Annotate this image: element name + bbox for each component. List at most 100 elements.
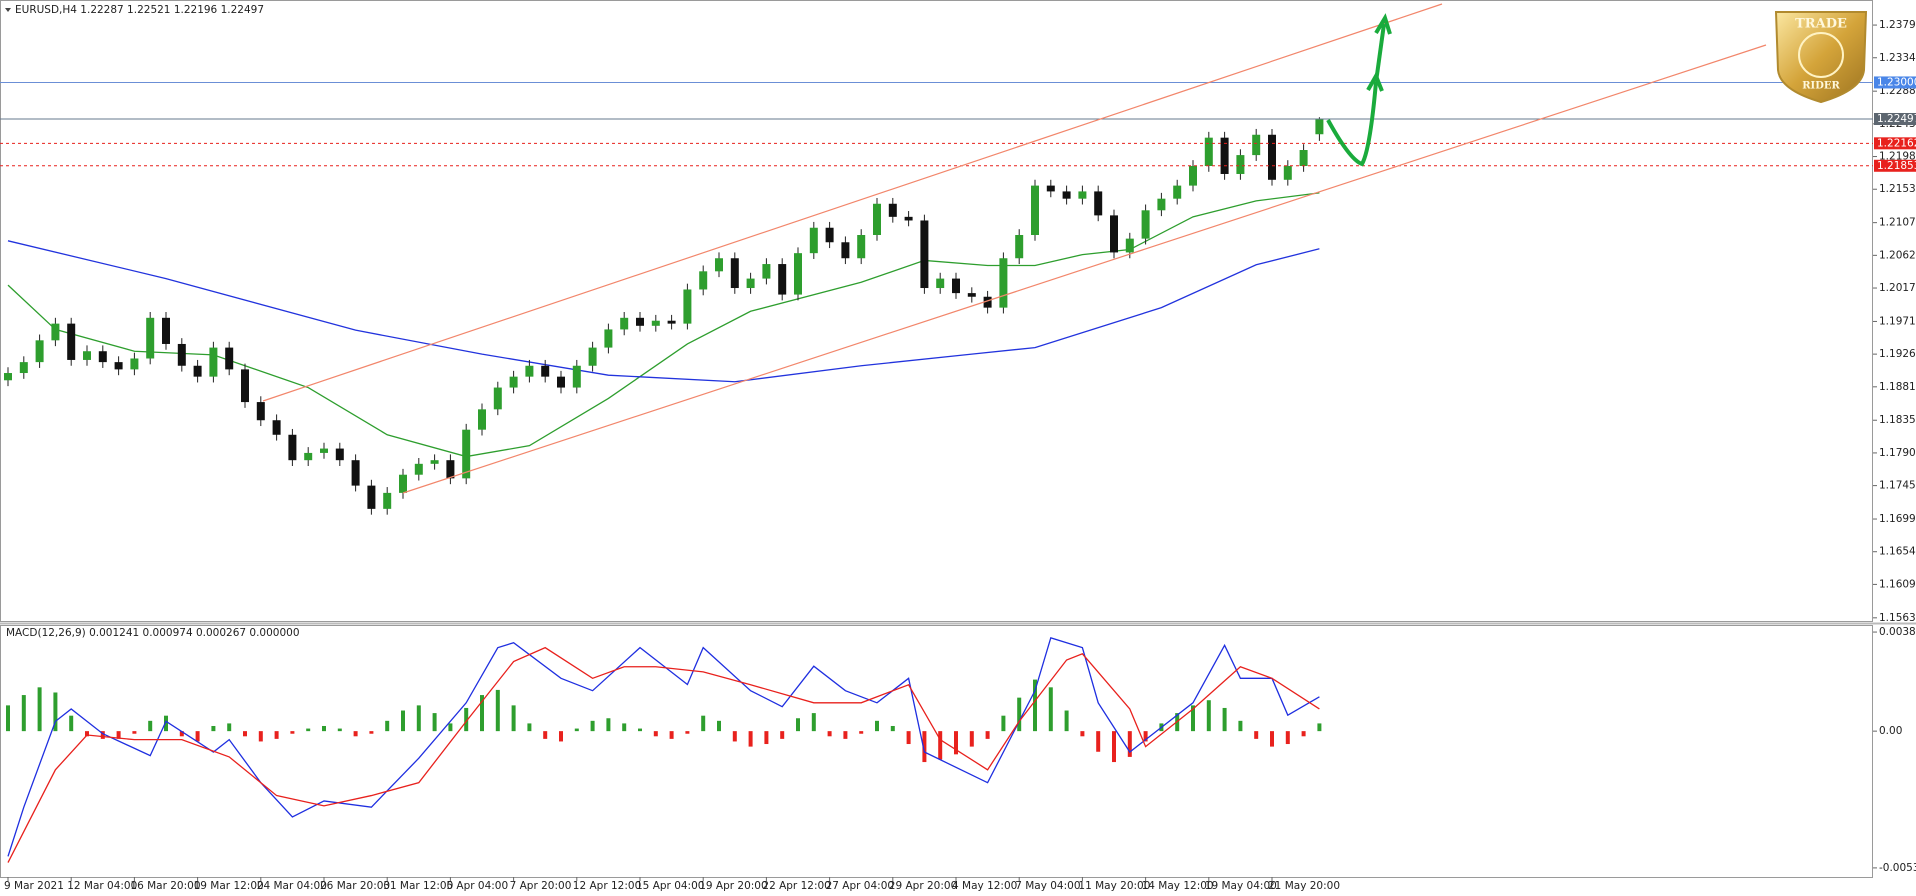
price-label-box: [1874, 112, 1916, 125]
x-tick-label: 19 Apr 20:00: [699, 880, 767, 892]
histogram-bar: [306, 728, 311, 732]
candle-body: [1078, 191, 1087, 199]
candle-body: [320, 448, 328, 453]
y-tick-label: 1.18350: [1879, 414, 1916, 426]
candle-body: [304, 452, 313, 461]
histogram-bar: [669, 731, 674, 739]
histogram-bar: [416, 705, 421, 732]
histogram-bar: [132, 731, 137, 734]
y-tick-label: 1.23340: [1879, 52, 1916, 64]
candle-body: [857, 235, 866, 259]
histogram-bar: [1191, 705, 1195, 732]
candle-body: [841, 242, 850, 259]
indicator-line: [7, 646, 1320, 863]
candle-body: [1189, 165, 1197, 186]
candle-body: [1204, 137, 1213, 166]
candle-body: [1031, 185, 1039, 235]
histogram-bar: [543, 731, 548, 739]
histogram-bar: [1112, 731, 1116, 763]
histogram-bar: [843, 731, 848, 739]
candle-body: [1110, 215, 1118, 253]
candle-body: [825, 227, 834, 243]
histogram-bar: [969, 731, 974, 747]
candle-body: [67, 323, 76, 360]
histogram-bar: [401, 710, 405, 732]
y-tick-label: 1.17450: [1879, 480, 1916, 492]
logo-shield: [1774, 11, 1868, 104]
y-tick-label: -0.005307: [1879, 862, 1916, 874]
candle-body: [1268, 134, 1276, 180]
histogram-bar: [1096, 731, 1101, 752]
candle-body: [936, 278, 945, 289]
forecast-arrow: [1374, 23, 1386, 83]
histogram-bar: [164, 715, 168, 732]
candle-body: [146, 317, 155, 359]
candle-body: [414, 463, 423, 475]
histogram-bar: [495, 689, 500, 732]
symbol-header: EURUSD,H4 1.22287 1.22521 1.22196 1.2249…: [15, 4, 264, 16]
histogram-bar: [653, 731, 658, 737]
histogram-bar: [353, 731, 358, 737]
histogram-bar: [954, 731, 958, 755]
price-label-box: [1874, 76, 1916, 89]
histogram-bar: [527, 723, 532, 732]
candle-body: [715, 258, 723, 272]
candle-body: [967, 293, 976, 297]
y-tick-label: 1.15630: [1879, 612, 1916, 624]
y-tick-label: 0.00: [1879, 725, 1902, 737]
candle-body: [525, 365, 534, 377]
histogram-bar: [590, 720, 595, 732]
channel-upper: [262, 3, 1443, 402]
candle-body: [335, 448, 344, 461]
y-tick-label: 1.19710: [1879, 315, 1916, 327]
candle-body: [762, 264, 771, 279]
x-tick-label: 7 May 04:00: [1015, 880, 1080, 892]
candle-body: [430, 460, 439, 464]
histogram-bar: [1048, 687, 1053, 732]
candle-body: [462, 429, 471, 479]
histogram-bar: [227, 723, 232, 732]
candle-body: [288, 434, 297, 461]
histogram-bar: [1317, 723, 1322, 732]
histogram-bar: [875, 720, 879, 732]
histogram-bar: [764, 731, 769, 745]
histogram-bar: [780, 731, 785, 739]
candle-body: [1252, 134, 1261, 156]
x-tick-label: 24 Mar 04:00: [257, 880, 327, 892]
logo-ring: [1798, 32, 1844, 78]
histogram-bar: [701, 715, 706, 732]
histogram-bar: [685, 731, 690, 734]
histogram-bar: [179, 731, 184, 737]
candle-body: [256, 402, 265, 421]
candle-body: [873, 203, 881, 235]
candle-body: [1220, 137, 1229, 174]
candle-body: [952, 278, 960, 294]
x-tick-label: 19 May 04:00: [1205, 880, 1277, 892]
price-label-box: [1874, 159, 1916, 172]
candle-body: [1315, 118, 1324, 135]
candle-body: [557, 376, 565, 388]
y-tick-label: 1.21070: [1879, 217, 1916, 229]
candle-body: [699, 271, 708, 290]
candle-body: [4, 373, 12, 381]
histogram-bar: [985, 731, 990, 739]
histogram-bar: [337, 728, 342, 732]
logo: TRADE RIDER: [1774, 11, 1868, 104]
histogram-bar: [258, 731, 263, 742]
candle-body: [272, 420, 281, 435]
x-tick-label: 31 Mar 12:00: [383, 880, 453, 892]
candle-body: [241, 369, 249, 403]
candle-body: [809, 227, 818, 254]
histogram-bar: [385, 720, 390, 732]
histogram-bar: [37, 687, 42, 732]
histogram-bar: [1285, 731, 1290, 745]
logo-top: TRADE: [1795, 17, 1847, 32]
candle-body: [572, 365, 581, 388]
x-tick-label: 4 May 12:00: [952, 880, 1017, 892]
y-tick-label: 1.16540: [1879, 546, 1916, 558]
candle-body: [604, 329, 613, 348]
histogram-bar: [906, 731, 911, 745]
candle-body: [730, 258, 739, 289]
candle-body: [1062, 191, 1071, 199]
channel-lower: [402, 44, 1767, 494]
